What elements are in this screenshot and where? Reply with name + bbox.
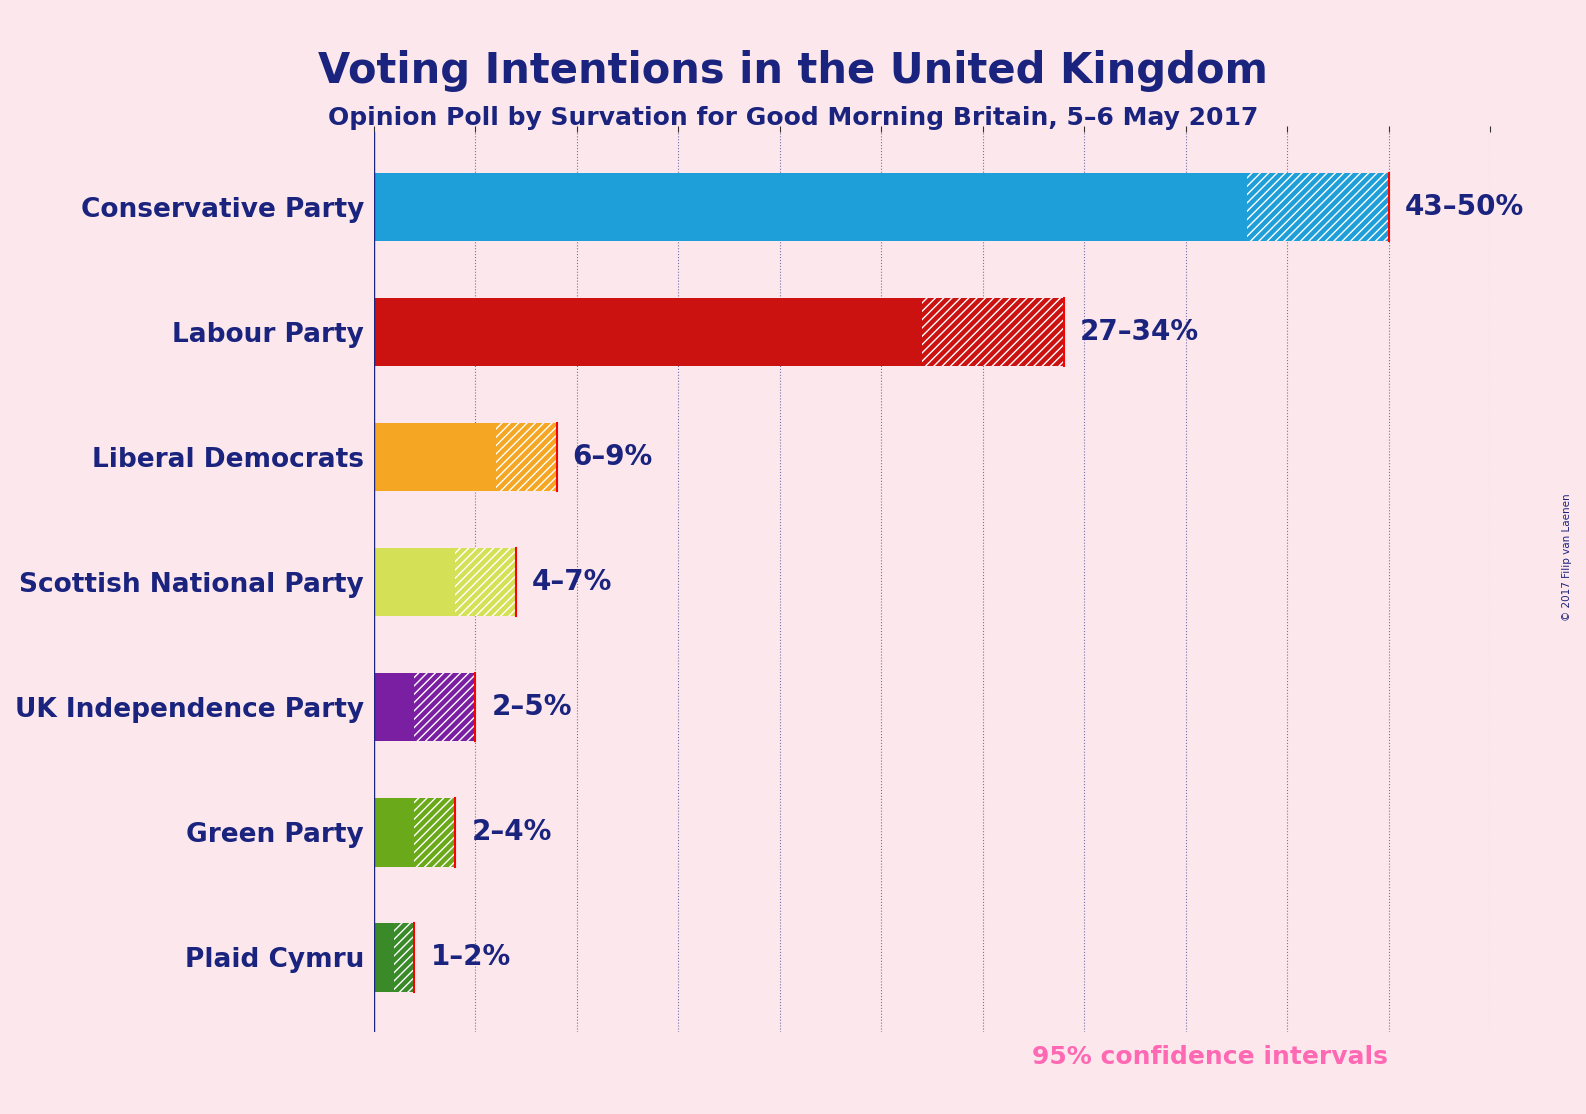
Text: 43–50%: 43–50%	[1405, 193, 1524, 221]
Bar	[921, 297, 1064, 367]
Bar	[414, 798, 455, 867]
Text: © 2017 Filip van Laenen: © 2017 Filip van Laenen	[1562, 494, 1572, 620]
Text: 2–5%: 2–5%	[492, 693, 573, 721]
Text: 95% confidence intervals: 95% confidence intervals	[1032, 1045, 1388, 1069]
Bar	[374, 673, 414, 742]
Bar	[495, 422, 557, 491]
Text: Opinion Poll by Survation for Good Morning Britain, 5–6 May 2017: Opinion Poll by Survation for Good Morni…	[328, 106, 1258, 130]
Text: Voting Intentions in the United Kingdom: Voting Intentions in the United Kingdom	[319, 50, 1267, 92]
Bar	[374, 548, 455, 616]
Text: 1–2%: 1–2%	[431, 944, 511, 971]
Text: 2–4%: 2–4%	[471, 818, 552, 847]
Text: 6–9%: 6–9%	[573, 443, 653, 471]
Bar	[374, 297, 921, 367]
Text: 27–34%: 27–34%	[1080, 317, 1199, 346]
Bar	[455, 548, 515, 616]
Text: 4–7%: 4–7%	[533, 568, 612, 596]
Bar	[374, 922, 395, 991]
Bar	[374, 422, 495, 491]
Bar	[414, 673, 476, 742]
Bar	[374, 798, 414, 867]
Bar	[395, 922, 414, 991]
Bar	[374, 173, 1247, 242]
Bar	[1247, 173, 1389, 242]
